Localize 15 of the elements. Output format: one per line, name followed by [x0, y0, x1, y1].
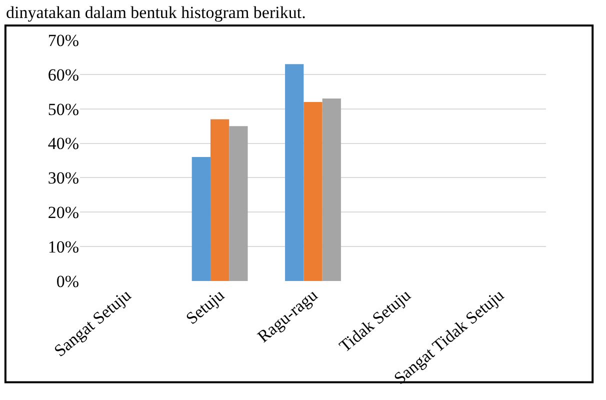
y-tick-label: 60%: [48, 65, 79, 84]
bar: [229, 126, 248, 281]
chart-title: dinyatakan dalam bentuk histogram berikut.: [6, 2, 306, 22]
bar: [210, 119, 230, 281]
y-tick-label: 70%: [48, 30, 79, 50]
bar: [285, 64, 304, 281]
y-tick-label: 10%: [48, 238, 79, 257]
bar: [304, 102, 322, 281]
y-tick-label: 40%: [48, 134, 79, 154]
bar: [192, 157, 210, 281]
y-tick-label: 50%: [48, 100, 79, 119]
y-tick-label: 20%: [48, 203, 79, 222]
y-tick-label: 30%: [48, 168, 79, 188]
bar: [322, 98, 341, 281]
y-tick-label: 0%: [56, 272, 79, 291]
